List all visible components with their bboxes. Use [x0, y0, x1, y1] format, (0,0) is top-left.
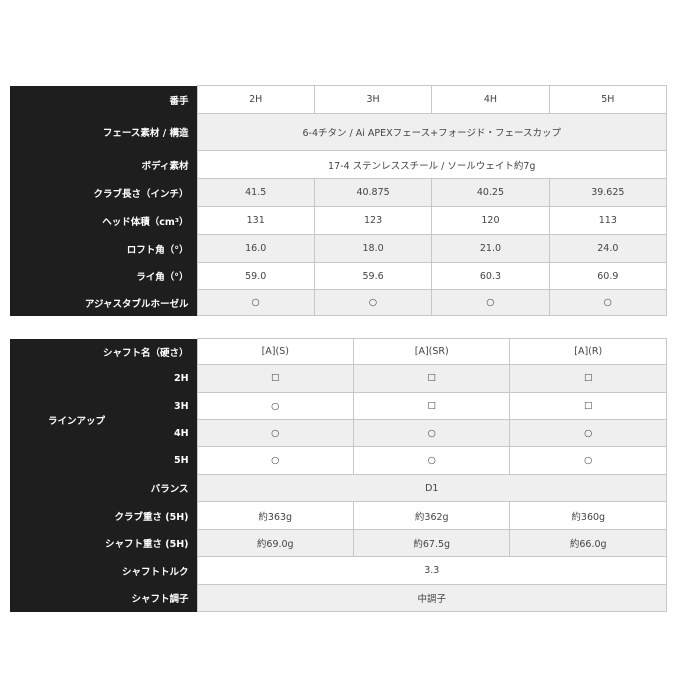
- cell: 21.0: [431, 234, 550, 263]
- cell: 16.0: [196, 234, 315, 263]
- cell: 40.25: [431, 178, 550, 207]
- label-torque: シャフトトルク: [10, 556, 198, 585]
- label-lineup-num: 3H: [120, 392, 198, 420]
- label-face: フェース素材 / 構造: [10, 113, 197, 151]
- cell: 約363g: [196, 501, 355, 530]
- cell: 39.625: [548, 178, 668, 207]
- cell: ○: [509, 446, 667, 475]
- cell: ○: [548, 289, 668, 316]
- cell: 59.0: [196, 262, 315, 290]
- label-lineup: ラインアップ: [10, 364, 120, 475]
- cell: ☐: [509, 392, 667, 420]
- cell: 5H: [548, 85, 668, 114]
- cell: 約67.5g: [352, 529, 511, 557]
- cell: 131: [196, 206, 315, 235]
- label-lineup-num: 4H: [120, 419, 198, 447]
- cell: ○: [196, 419, 355, 447]
- cell: 60.3: [431, 262, 550, 290]
- cell: 3H: [313, 85, 433, 114]
- cell: 4H: [431, 85, 550, 114]
- label-shaft-weight: シャフト重さ (5H): [10, 529, 198, 557]
- cell: 113: [548, 206, 668, 235]
- cell: ☐: [352, 364, 511, 393]
- cell: ○: [352, 446, 511, 475]
- cell: 2H: [196, 85, 315, 114]
- label-number: 番手: [10, 85, 197, 114]
- label-length: クラブ長さ（インチ）: [10, 178, 197, 207]
- cell: [A](S): [196, 338, 355, 365]
- cell: ☐: [352, 392, 511, 420]
- label-hosel: アジャスタブルホーゼル: [10, 289, 197, 316]
- cell: 123: [313, 206, 433, 235]
- cell: D1: [196, 474, 668, 502]
- cell: ○: [313, 289, 433, 316]
- cell: ○: [196, 446, 355, 475]
- label-lie: ライ角（°）: [10, 262, 197, 290]
- cell: 60.9: [548, 262, 668, 290]
- label-balance: バランス: [10, 474, 198, 502]
- cell: ☐: [196, 364, 355, 393]
- cell: 40.875: [313, 178, 433, 207]
- cell: ○: [196, 289, 315, 316]
- cell: [A](R): [509, 338, 667, 365]
- cell: 約66.0g: [509, 529, 667, 557]
- cell: [A](SR): [352, 338, 511, 365]
- cell: 約362g: [352, 501, 511, 530]
- cell: 18.0: [313, 234, 433, 263]
- label-lineup-num: 2H: [120, 364, 198, 393]
- spec-table: 番手 2H 3H 4H 5H フェース素材 / 構造 6-4チタン / Ai APEXフ…: [10, 85, 668, 316]
- cell: 24.0: [548, 234, 668, 263]
- cell: 120: [431, 206, 550, 235]
- cell: 3.3: [196, 556, 668, 585]
- label-club-weight: クラブ重さ (5H): [10, 501, 198, 530]
- label-loft: ロフト角（°）: [10, 234, 197, 263]
- label-shaft-name: シャフト名（硬さ）: [10, 338, 198, 365]
- label-body: ボディ素材: [10, 150, 197, 179]
- cell: 17-4 ステンレススチール / ソールウェイト約7g: [196, 150, 667, 179]
- shaft-table: シャフト名（硬さ） [A](S) [A](SR) [A](R) ラインアップ 2H ☐…: [10, 338, 668, 612]
- cell: ○: [352, 419, 511, 447]
- label-head: ヘッド体積（cm³）: [10, 206, 197, 235]
- cell: ○: [196, 392, 355, 420]
- cell: 約360g: [509, 501, 667, 530]
- label-kick: シャフト調子: [10, 584, 198, 612]
- cell: ○: [509, 419, 667, 447]
- cell: 約69.0g: [196, 529, 355, 557]
- cell: ○: [431, 289, 550, 316]
- cell: 6-4チタン / Ai APEXフェース+フォージド・フェースカップ: [196, 113, 667, 151]
- cell: ☐: [509, 364, 667, 393]
- cell: 59.6: [313, 262, 433, 290]
- cell: 中調子: [196, 584, 668, 612]
- cell: 41.5: [196, 178, 315, 207]
- label-lineup-num: 5H: [120, 446, 198, 475]
